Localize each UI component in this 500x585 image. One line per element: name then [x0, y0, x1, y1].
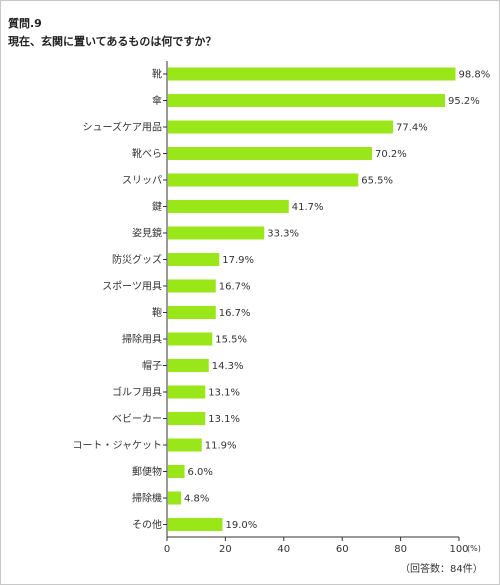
value-label: 77.4%	[396, 123, 428, 134]
value-label: 41.7%	[292, 202, 324, 213]
category-label: スポーツ用具	[102, 281, 162, 293]
value-label: 33.3%	[267, 229, 299, 240]
bar	[168, 147, 372, 160]
question-number: 質問.9	[8, 17, 42, 30]
value-label: 13.1%	[208, 388, 240, 399]
value-label: 17.9%	[222, 255, 254, 266]
category-label: 靴べら	[132, 147, 162, 160]
bar	[168, 518, 223, 531]
bar	[168, 173, 359, 187]
category-label: 帽子	[142, 359, 162, 372]
bar	[168, 359, 209, 372]
x-tick-label: 40	[277, 544, 290, 555]
bar	[168, 412, 206, 425]
bar	[168, 332, 213, 346]
value-label: 6.0%	[188, 467, 213, 478]
bar	[168, 438, 202, 452]
bar	[168, 385, 206, 399]
bar	[168, 120, 394, 134]
x-unit-label: (%)	[467, 544, 481, 553]
x-tick-label: 80	[394, 544, 407, 555]
x-tick-label: 20	[219, 544, 232, 555]
bar	[168, 491, 182, 505]
value-label: 4.8%	[184, 494, 209, 505]
bar	[168, 67, 456, 81]
category-label: ベビーカー	[112, 413, 162, 425]
value-label: 95.2%	[448, 96, 480, 107]
category-label: 郵便物	[132, 465, 162, 478]
value-label: 19.0%	[225, 520, 257, 531]
category-label: スリッパ	[122, 175, 162, 187]
value-label: 65.5%	[361, 176, 393, 187]
value-label: 11.9%	[205, 441, 237, 452]
category-label: ゴルフ用具	[112, 386, 162, 399]
category-label: 傘	[152, 95, 162, 107]
category-label: 防災グッズ	[112, 253, 162, 266]
bar	[168, 253, 220, 266]
question-text: 現在、玄関に置いてあるものは何ですか？	[8, 35, 217, 48]
respondent-count: （回答数：84件）	[400, 564, 483, 575]
bar	[168, 279, 216, 293]
x-tick-label: 60	[336, 544, 349, 555]
category-label: 掃除機	[132, 492, 162, 505]
category-label: コート・ジャケット	[73, 440, 163, 452]
category-label: 鞄	[152, 306, 162, 319]
category-label: シューズケア用品	[83, 121, 163, 134]
value-label: 14.3%	[212, 361, 244, 372]
value-label: 70.2%	[375, 149, 407, 160]
category-label: 靴	[152, 68, 162, 81]
value-label: 13.1%	[208, 414, 240, 425]
value-label: 16.7%	[219, 282, 251, 293]
category-label: 姿見鏡	[132, 227, 162, 240]
value-label: 98.8%	[458, 70, 490, 81]
bar	[168, 94, 445, 107]
category-label: その他	[132, 518, 162, 531]
category-label: 鍵	[152, 200, 162, 213]
bar	[168, 200, 289, 213]
category-label: 掃除用具	[122, 333, 162, 346]
bar	[168, 465, 185, 478]
value-label: 15.5%	[215, 335, 247, 346]
x-tick-label: 0	[164, 544, 170, 555]
bar	[168, 306, 216, 319]
value-label: 16.7%	[219, 308, 251, 319]
bar	[168, 226, 265, 240]
x-tick-label: 100	[449, 544, 468, 555]
